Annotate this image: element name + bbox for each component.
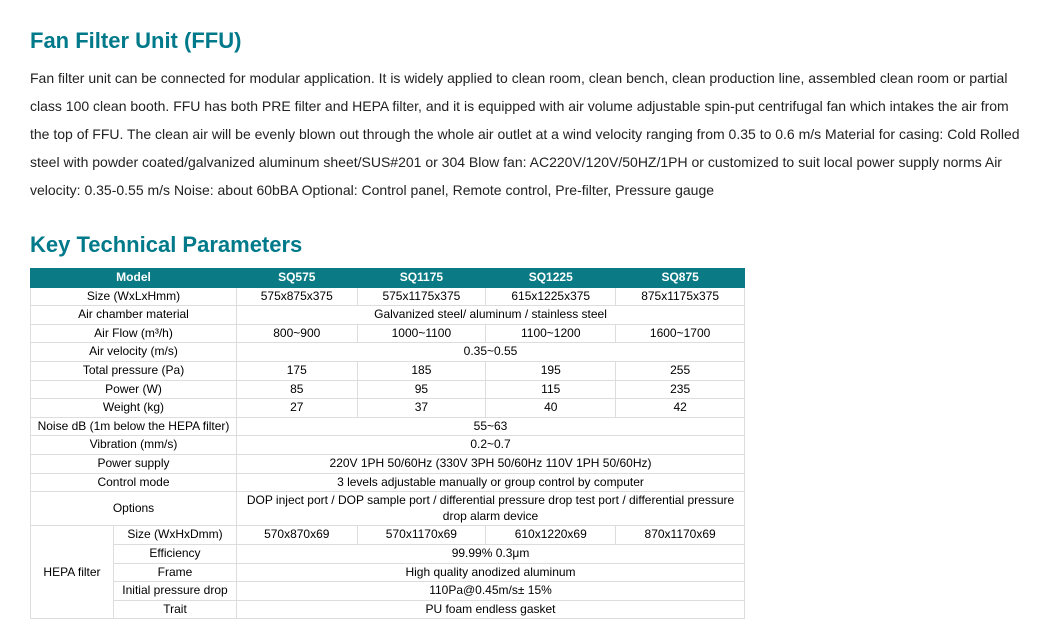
spec-table: Model SQ575 SQ1175 SQ1225 SQ875 Size (Wx… — [30, 268, 745, 619]
tp-0: 175 — [237, 361, 358, 380]
val-ps: 220V 1PH 50/60Hz (330V 3PH 50/60Hz 110V … — [237, 454, 745, 473]
val-cm: 3 levels adjustable manually or group co… — [237, 473, 745, 492]
val-ip: 110Pa@0.45m/s± 15% — [237, 582, 745, 601]
hepasize-2: 610x1220x69 — [486, 526, 616, 545]
size-0: 575x875x375 — [237, 287, 358, 306]
val-opt: DOP inject port / DOP sample port / diff… — [237, 492, 745, 526]
airflow-1: 1000~1100 — [357, 324, 486, 343]
page-title-params: Key Technical Parameters — [30, 232, 1030, 258]
size-3: 875x1175x375 — [616, 287, 745, 306]
weight-1: 37 — [357, 399, 486, 418]
weight-3: 42 — [616, 399, 745, 418]
size-1: 575x1175x375 — [357, 287, 486, 306]
hdr-model: Model — [31, 269, 237, 288]
airflow-2: 1100~1200 — [486, 324, 616, 343]
weight-0: 27 — [237, 399, 358, 418]
hdr-c0: SQ575 — [237, 269, 358, 288]
lbl-airchamber: Air chamber material — [31, 306, 237, 325]
tp-3: 255 — [616, 361, 745, 380]
val-airvel: 0.35~0.55 — [237, 343, 745, 362]
page-title-ffu: Fan Filter Unit (FFU) — [30, 28, 1030, 54]
lbl-hepa: HEPA filter — [31, 526, 114, 619]
lbl-vib: Vibration (mm/s) — [31, 436, 237, 455]
val-vib: 0.2~0.7 — [237, 436, 745, 455]
lbl-frame: Frame — [114, 563, 237, 582]
val-trait: PU foam endless gasket — [237, 600, 745, 619]
hdr-c2: SQ1225 — [486, 269, 616, 288]
hepasize-1: 570x1170x69 — [357, 526, 486, 545]
lbl-hepasize: Size (WxHxDmm) — [114, 526, 237, 545]
hdr-c3: SQ875 — [616, 269, 745, 288]
power-3: 235 — [616, 380, 745, 399]
hepasize-0: 570x870x69 — [237, 526, 358, 545]
airflow-3: 1600~1700 — [616, 324, 745, 343]
power-1: 95 — [357, 380, 486, 399]
airflow-0: 800~900 — [237, 324, 358, 343]
lbl-tp: Total pressure (Pa) — [31, 361, 237, 380]
hepasize-3: 870x1170x69 — [616, 526, 745, 545]
val-noise: 55~63 — [237, 417, 745, 436]
hdr-c1: SQ1175 — [357, 269, 486, 288]
lbl-opt: Options — [31, 492, 237, 526]
lbl-eff: Efficiency — [114, 544, 237, 563]
lbl-ps: Power supply — [31, 454, 237, 473]
lbl-airflow: Air Flow (m³/h) — [31, 324, 237, 343]
tp-1: 185 — [357, 361, 486, 380]
val-eff: 99.99% 0.3μm — [237, 544, 745, 563]
tp-2: 195 — [486, 361, 616, 380]
weight-2: 40 — [486, 399, 616, 418]
lbl-power: Power (W) — [31, 380, 237, 399]
val-frame: High quality anodized aluminum — [237, 563, 745, 582]
size-2: 615x1225x375 — [486, 287, 616, 306]
lbl-ip: Initial pressure drop — [114, 582, 237, 601]
power-0: 85 — [237, 380, 358, 399]
lbl-size: Size (WxLxHmm) — [31, 287, 237, 306]
lbl-weight: Weight (kg) — [31, 399, 237, 418]
power-2: 115 — [486, 380, 616, 399]
lbl-airvel: Air velocity (m/s) — [31, 343, 237, 362]
lbl-trait: Trait — [114, 600, 237, 619]
lbl-cm: Control mode — [31, 473, 237, 492]
intro-paragraph: Fan filter unit can be connected for mod… — [30, 64, 1030, 204]
val-airchamber: Galvanized steel/ aluminum / stainless s… — [237, 306, 745, 325]
lbl-noise: Noise dB (1m below the HEPA filter) — [31, 417, 237, 436]
